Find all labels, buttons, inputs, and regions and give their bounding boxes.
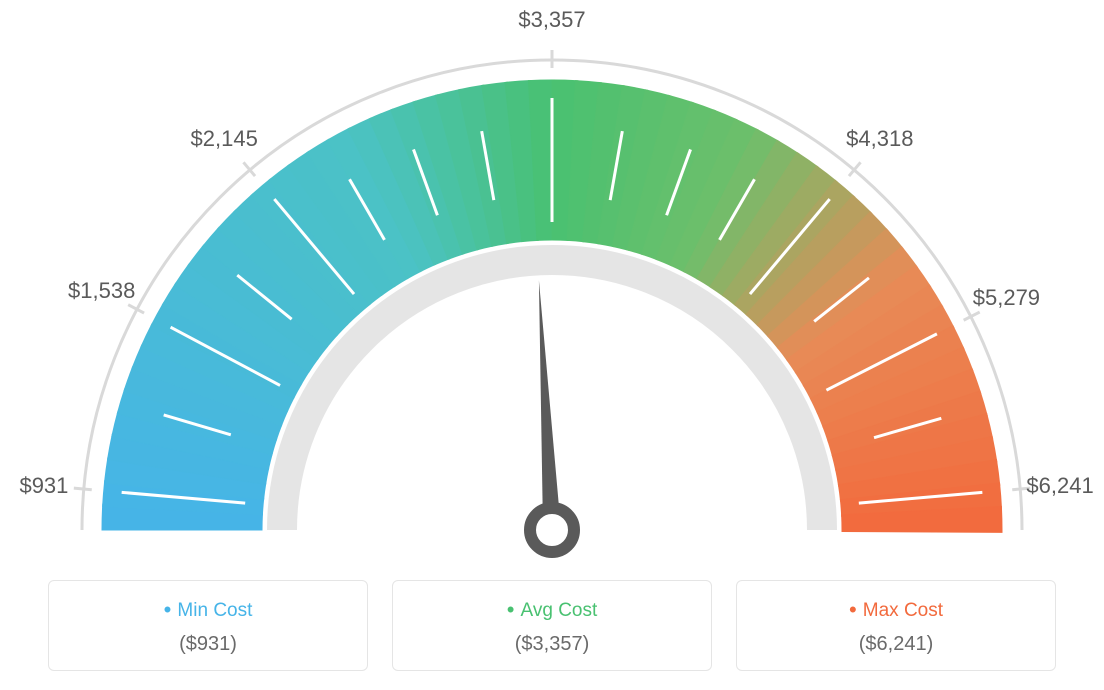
tick-label: $4,318: [846, 126, 913, 152]
legend-card: Max Cost ($6,241): [736, 580, 1056, 671]
tick-label: $5,279: [973, 285, 1040, 311]
legend-value: ($6,241): [747, 633, 1045, 656]
legend-title: Min Cost: [59, 597, 357, 623]
tick-label: $1,538: [68, 278, 135, 304]
legend-value: ($3,357): [403, 633, 701, 656]
legend-title: Avg Cost: [403, 597, 701, 623]
tick-label: $2,145: [191, 126, 258, 152]
tick-label: $6,241: [1026, 473, 1093, 499]
gauge-chart: $931$1,538$2,145$3,357$4,318$5,279$6,241: [20, 20, 1084, 560]
legend-title: Max Cost: [747, 597, 1045, 623]
legend-value: ($931): [59, 633, 357, 656]
legend-card: Avg Cost ($3,357): [392, 580, 712, 671]
gauge-svg: [20, 20, 1084, 560]
needle-hub: [530, 508, 574, 552]
gauge-needle: [539, 280, 561, 530]
legend-row: Min Cost ($931) Avg Cost ($3,357) Max Cost ($…: [20, 580, 1084, 671]
legend-card: Min Cost ($931): [48, 580, 368, 671]
tick-label: $3,357: [518, 7, 585, 33]
tick-label: $931: [19, 473, 68, 499]
